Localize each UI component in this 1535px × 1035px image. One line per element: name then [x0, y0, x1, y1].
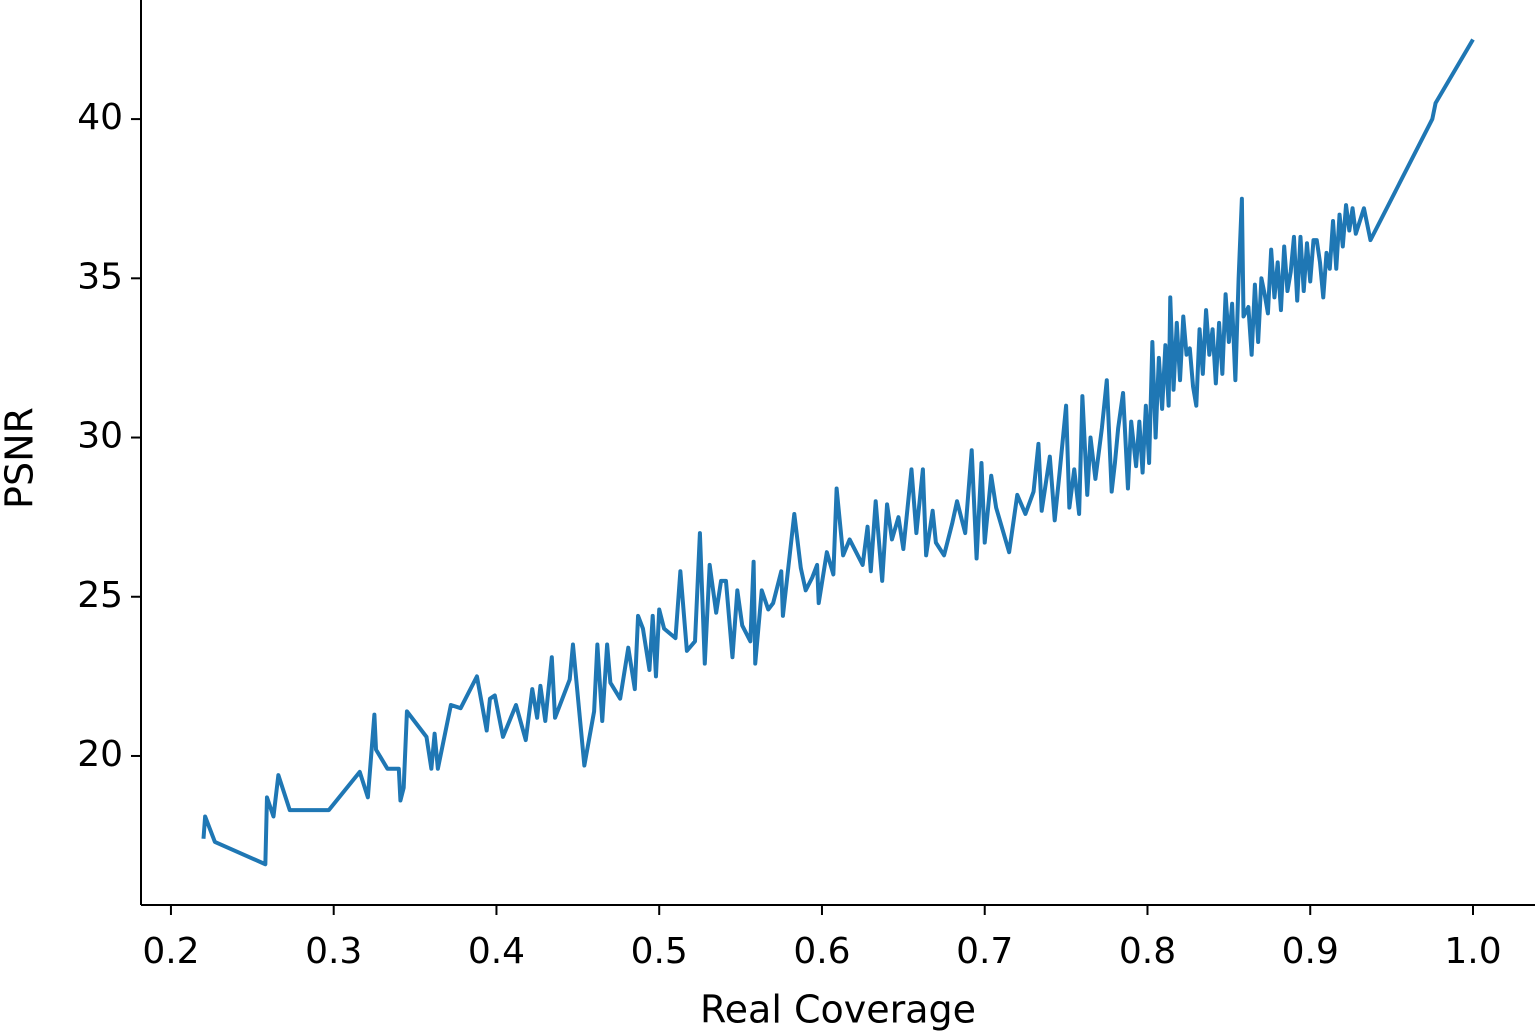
y-tick-label: 25 [77, 575, 123, 616]
y-tick-label: 40 [77, 97, 123, 138]
x-tick-label: 0.5 [631, 931, 688, 972]
x-tick-label: 0.9 [1282, 931, 1339, 972]
data-line [201, 38, 1475, 867]
x-tick-label: 0.2 [142, 931, 199, 972]
y-tick-label: 35 [77, 256, 123, 297]
x-axis-label: Real Coverage [700, 988, 976, 1032]
x-tick-label: 0.7 [956, 931, 1013, 972]
y-tick-label: 30 [77, 416, 123, 457]
x-tick-label: 0.8 [1119, 931, 1176, 972]
x-tick-label: 0.3 [305, 931, 362, 972]
x-tick-label: 1.0 [1444, 931, 1501, 972]
x-tick-label: 0.6 [793, 931, 850, 972]
y-tick-label: 20 [77, 734, 123, 775]
y-axis-label: PSNR [0, 407, 42, 509]
x-tick-label: 0.4 [468, 931, 525, 972]
